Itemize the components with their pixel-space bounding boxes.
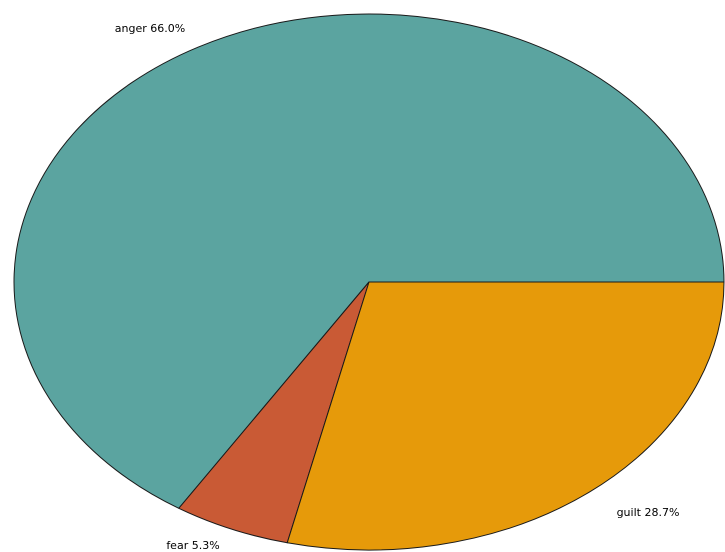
pie-slice-anger	[13, 13, 725, 509]
pie-label-fear: fear 5.3%	[166, 539, 219, 552]
pie-label-anger: anger 66.0%	[115, 22, 185, 35]
pie-slices	[13, 13, 725, 551]
pie-label-guilt: guilt 28.7%	[617, 506, 680, 519]
pie-slice-guilt	[286, 281, 725, 551]
pie-labels: anger 66.0% fear 5.3% guilt 28.7%	[115, 22, 680, 552]
